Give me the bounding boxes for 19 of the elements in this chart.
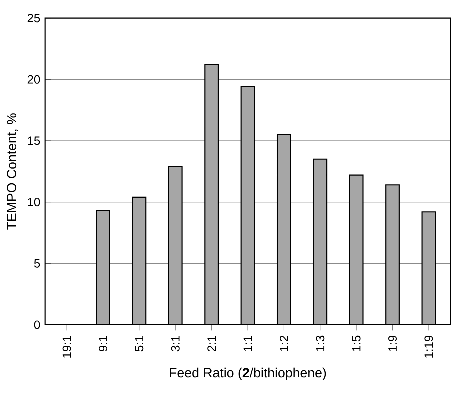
x-tick-label: 1:9 [388,336,398,352]
x-tick-label: 1:2 [280,336,288,352]
x-tick-label: 1:19 [424,336,434,358]
x-tick-label: 1:3 [316,336,325,352]
y-tick-label: 25 [28,14,40,23]
y-tick-label: 0 [34,320,40,330]
x-axis-title: Feed Ratio (2/bithiophene) [170,368,326,380]
x-tick-label: 9:1 [98,336,108,352]
y-tick-label: 5 [34,259,40,268]
y-tick-label: 10 [28,198,40,207]
y-tick-label: 15 [28,136,40,146]
x-tick-label: 19:1 [62,336,72,358]
x-tick-label: 2:1 [208,336,216,352]
y-tick-label: 20 [28,75,40,84]
x-tick-label: 3:1 [171,336,180,352]
x-tick-label: 1:5 [352,336,361,352]
y-axis-title: TEMPO Content, % [7,114,18,230]
x-tick-label: 5:1 [135,336,144,352]
x-tick-label: 1:1 [244,336,252,352]
